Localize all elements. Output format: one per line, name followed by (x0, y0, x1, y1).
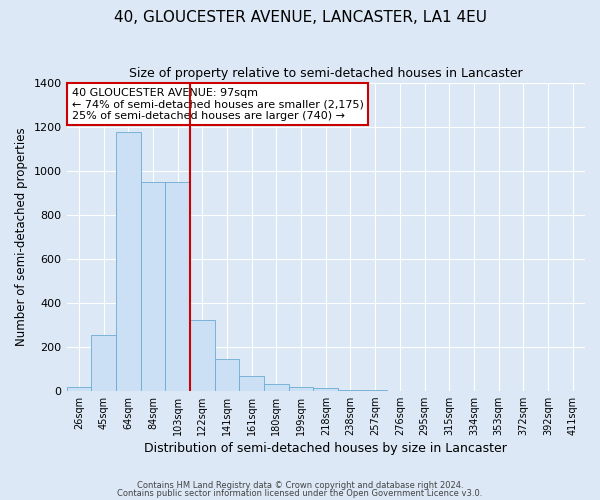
Bar (215, 359, 239, 390)
Bar (67, 388, 91, 390)
Bar (190, 320, 215, 390)
Text: 40, GLOUCESTER AVENUE, LANCASTER, LA1 4EU: 40, GLOUCESTER AVENUE, LANCASTER, LA1 4E… (113, 10, 487, 25)
Text: 40 GLOUCESTER AVENUE: 97sqm
← 74% of semi-detached houses are smaller (2,175)
25: 40 GLOUCESTER AVENUE: 97sqm ← 74% of sem… (72, 88, 364, 121)
Bar (313, 388, 338, 390)
Title: Size of property relative to semi-detached houses in Lancaster: Size of property relative to semi-detach… (129, 68, 523, 80)
Bar (116, 132, 140, 390)
Bar (289, 388, 313, 390)
Bar (264, 384, 289, 390)
Text: Contains HM Land Registry data © Crown copyright and database right 2024.: Contains HM Land Registry data © Crown c… (137, 481, 463, 490)
Bar (165, 182, 190, 390)
Bar (239, 376, 264, 390)
Bar (91, 334, 116, 390)
Bar (140, 182, 165, 390)
Text: Contains public sector information licensed under the Open Government Licence v3: Contains public sector information licen… (118, 488, 482, 498)
Y-axis label: Number of semi-detached properties: Number of semi-detached properties (15, 128, 28, 346)
X-axis label: Distribution of semi-detached houses by size in Lancaster: Distribution of semi-detached houses by … (145, 442, 507, 455)
